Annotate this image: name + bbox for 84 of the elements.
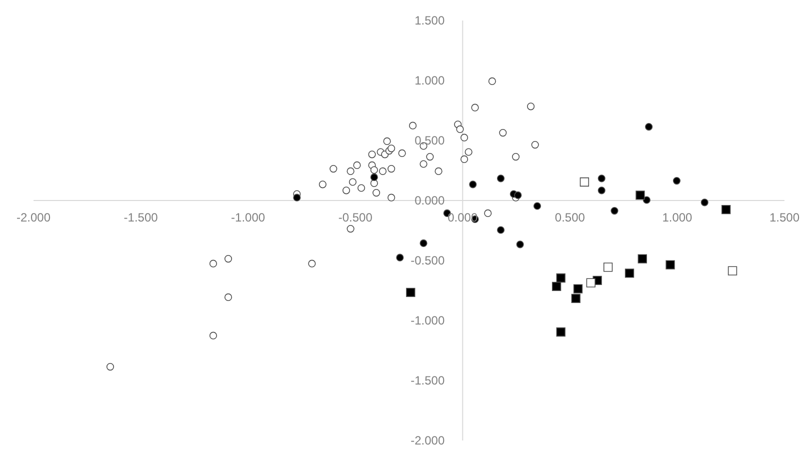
point [209, 260, 218, 268]
point [406, 288, 416, 297]
point [460, 155, 468, 163]
point [358, 184, 366, 192]
point [471, 104, 479, 112]
point [330, 165, 338, 173]
point [598, 174, 606, 182]
x-tick-label: -2.000 [16, 210, 51, 224]
point [672, 177, 681, 185]
point [370, 173, 378, 181]
point [556, 327, 566, 337]
point [603, 262, 613, 272]
point [638, 254, 647, 264]
point [460, 134, 468, 142]
point [586, 278, 596, 288]
point [456, 125, 464, 133]
point [420, 160, 428, 168]
point [484, 209, 492, 217]
point [346, 167, 354, 175]
point [488, 77, 496, 85]
y-tick-label: -2.000 [410, 434, 445, 448]
point [388, 194, 396, 202]
point [580, 177, 590, 187]
point [636, 190, 645, 200]
y-tick-label: 1.000 [414, 74, 445, 88]
point [348, 178, 356, 186]
x-tick-label: 1.500 [769, 210, 800, 224]
point [666, 260, 675, 270]
point [398, 149, 406, 157]
point [106, 363, 114, 371]
point [293, 194, 301, 202]
point [645, 123, 653, 131]
point [499, 129, 507, 137]
point [426, 153, 434, 161]
point [721, 205, 731, 214]
point [420, 239, 428, 247]
point [388, 165, 396, 173]
point [372, 189, 380, 197]
point [514, 191, 522, 199]
x-tick-label: 1.000 [662, 210, 693, 224]
point [556, 273, 566, 283]
point [318, 180, 326, 188]
point [610, 207, 618, 215]
y-tick-label: -1.000 [410, 314, 445, 328]
point [342, 186, 350, 194]
y-tick-label: -1.500 [410, 374, 445, 388]
point [383, 137, 391, 145]
point [370, 166, 378, 174]
point [571, 294, 580, 303]
y-tick-label: -0.500 [410, 254, 445, 268]
x-tick-label: -1.000 [231, 210, 266, 224]
x-tick-label: -0.500 [338, 210, 373, 224]
point [409, 122, 417, 130]
point [527, 102, 535, 110]
point [624, 268, 634, 278]
point [552, 282, 562, 291]
point [378, 167, 387, 175]
point [496, 174, 505, 182]
point [368, 150, 376, 158]
x-tick-label: 0.500 [554, 210, 586, 224]
point [598, 186, 606, 194]
point [531, 141, 539, 149]
point [209, 332, 218, 340]
point [434, 167, 442, 175]
point [308, 260, 316, 268]
point [388, 144, 396, 152]
x-tick-label: -1.500 [124, 210, 158, 224]
point [573, 284, 583, 294]
point [224, 255, 232, 263]
point [353, 161, 361, 169]
point [346, 225, 354, 233]
point [464, 148, 472, 156]
y-tick-label: 0.500 [414, 134, 445, 148]
point [512, 153, 520, 161]
point [496, 226, 505, 234]
point [700, 198, 708, 206]
y-tick-label: 1.500 [414, 14, 445, 28]
point [396, 254, 404, 262]
y-tick-label: 0.000 [414, 194, 445, 208]
point [516, 240, 524, 248]
point [224, 293, 232, 301]
point [469, 180, 477, 188]
point [533, 202, 542, 210]
point [728, 266, 738, 276]
